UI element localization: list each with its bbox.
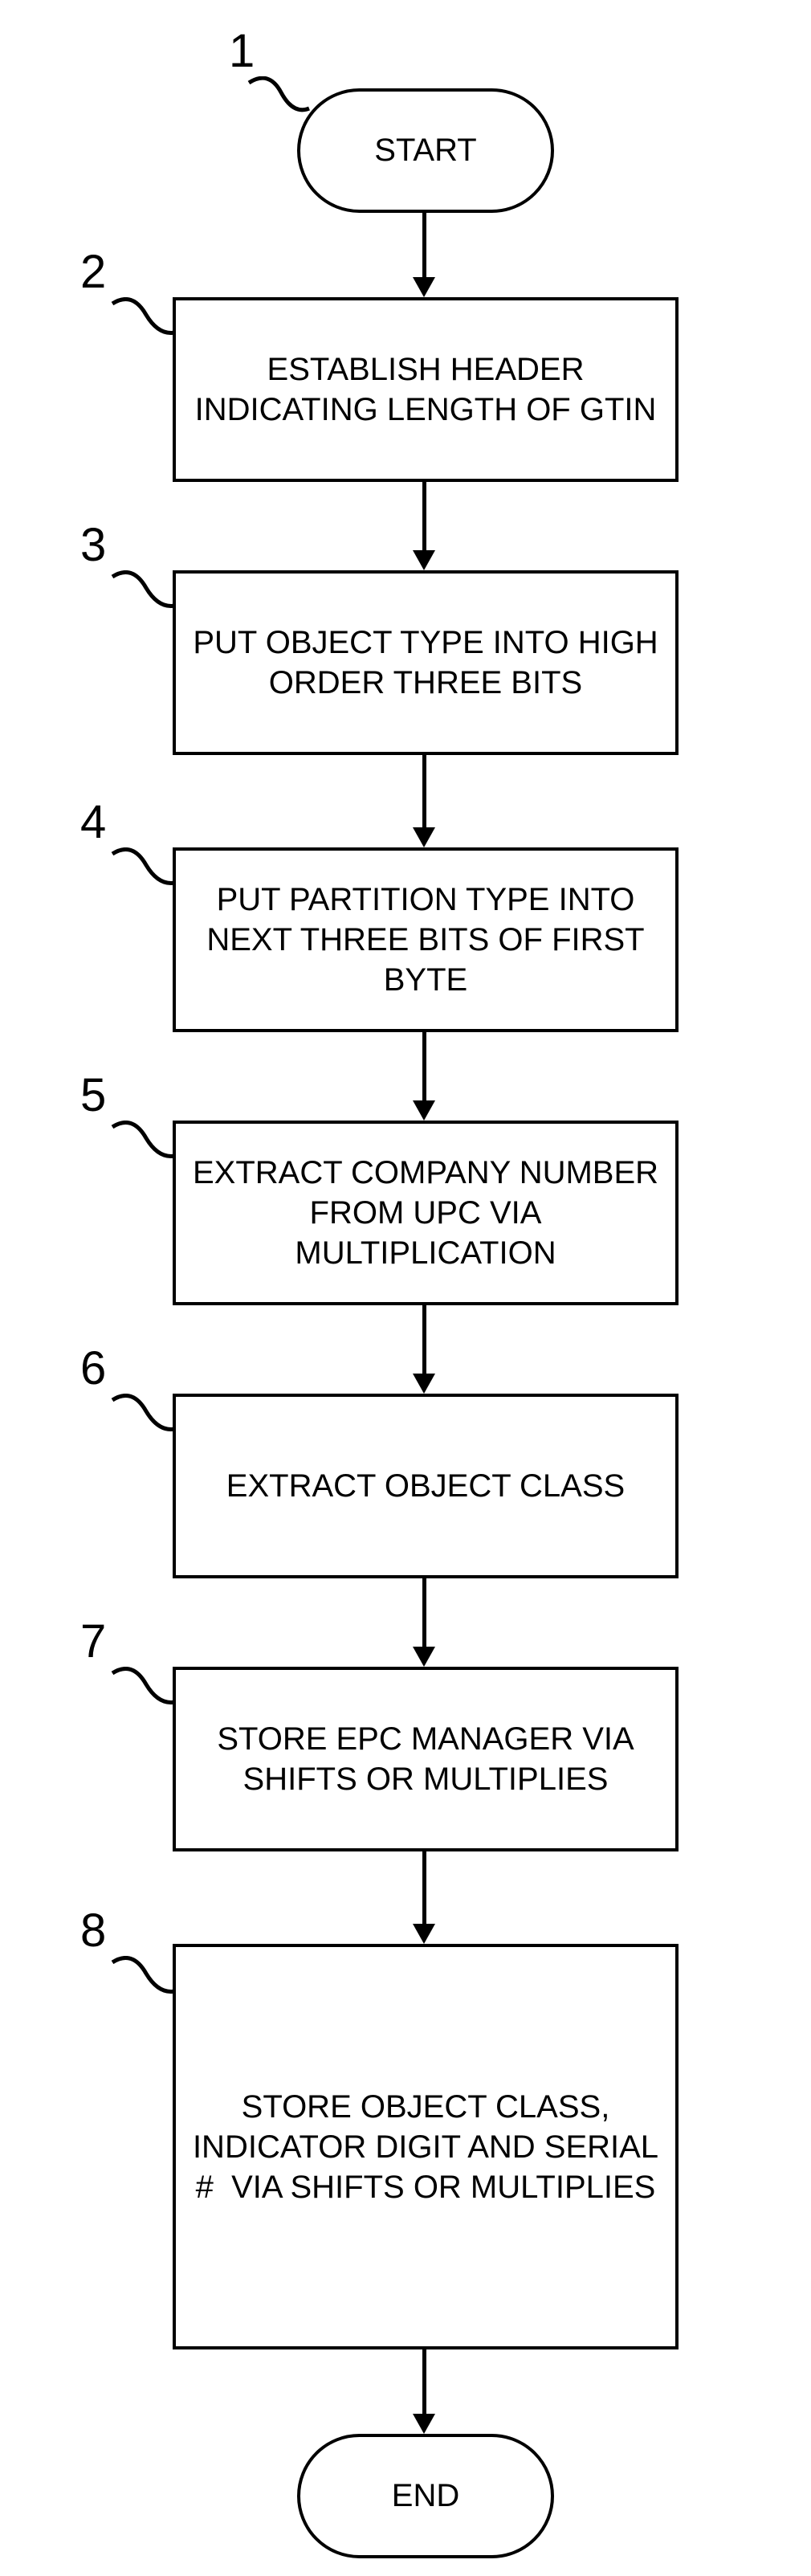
arrow-1 bbox=[422, 213, 426, 277]
step-box-8: STORE OBJECT CLASS, INDICATOR DIGIT AND … bbox=[173, 1944, 679, 2349]
arrow-4 bbox=[422, 1032, 426, 1100]
step-label-3: PUT OBJECT TYPE INTO HIGH ORDER THREE BI… bbox=[184, 623, 667, 703]
arrow-8 bbox=[422, 2349, 426, 2414]
step-number-7: 7 bbox=[80, 1615, 106, 1668]
arrow-head-5 bbox=[413, 1374, 435, 1394]
step-number-4: 4 bbox=[80, 795, 106, 849]
arrow-head-1 bbox=[413, 277, 435, 297]
start-terminal: START bbox=[297, 88, 554, 213]
step-number-8: 8 bbox=[80, 1904, 106, 1958]
step-box-7: STORE EPC MANAGER VIA SHIFTS OR MULTIPLI… bbox=[173, 1667, 679, 1851]
step-label-4: PUT PARTITION TYPE INTO NEXT THREE BITS … bbox=[184, 880, 667, 1000]
step-number-1: 1 bbox=[229, 24, 255, 78]
end-label: END bbox=[392, 2478, 459, 2514]
step-label-5: EXTRACT COMPANY NUMBER FROM UPC VIA MULT… bbox=[184, 1153, 667, 1273]
step-box-5: EXTRACT COMPANY NUMBER FROM UPC VIA MULT… bbox=[173, 1121, 679, 1305]
flowchart-container: START 1 2 ESTABLISH HEADER INDICATING LE… bbox=[0, 0, 811, 2576]
arrow-3 bbox=[422, 755, 426, 827]
step-number-5: 5 bbox=[80, 1068, 106, 1122]
arrow-5 bbox=[422, 1305, 426, 1374]
arrow-head-4 bbox=[413, 1100, 435, 1121]
arrow-head-8 bbox=[413, 2414, 435, 2434]
step-number-6: 6 bbox=[80, 1341, 106, 1395]
arrow-6 bbox=[422, 1578, 426, 1647]
end-terminal: END bbox=[297, 2434, 554, 2558]
squiggle-1 bbox=[241, 76, 313, 125]
step-label-2: ESTABLISH HEADER INDICATING LENGTH OF GT… bbox=[184, 349, 667, 430]
arrow-head-7 bbox=[413, 1924, 435, 1944]
step-box-6: EXTRACT OBJECT CLASS bbox=[173, 1394, 679, 1578]
step-box-2: ESTABLISH HEADER INDICATING LENGTH OF GT… bbox=[173, 297, 679, 482]
step-box-4: PUT PARTITION TYPE INTO NEXT THREE BITS … bbox=[173, 847, 679, 1032]
step-label-7: STORE EPC MANAGER VIA SHIFTS OR MULTIPLI… bbox=[184, 1719, 667, 1799]
step-number-3: 3 bbox=[80, 518, 106, 572]
arrow-2 bbox=[422, 482, 426, 550]
arrow-head-3 bbox=[413, 827, 435, 847]
step-label-6: EXTRACT OBJECT CLASS bbox=[226, 1466, 625, 1506]
step-label-8: STORE OBJECT CLASS, INDICATOR DIGIT AND … bbox=[184, 2087, 667, 2207]
start-label: START bbox=[374, 133, 476, 169]
arrow-7 bbox=[422, 1851, 426, 1924]
step-box-3: PUT OBJECT TYPE INTO HIGH ORDER THREE BI… bbox=[173, 570, 679, 755]
step-number-2: 2 bbox=[80, 245, 106, 299]
arrow-head-2 bbox=[413, 550, 435, 570]
arrow-head-6 bbox=[413, 1647, 435, 1667]
